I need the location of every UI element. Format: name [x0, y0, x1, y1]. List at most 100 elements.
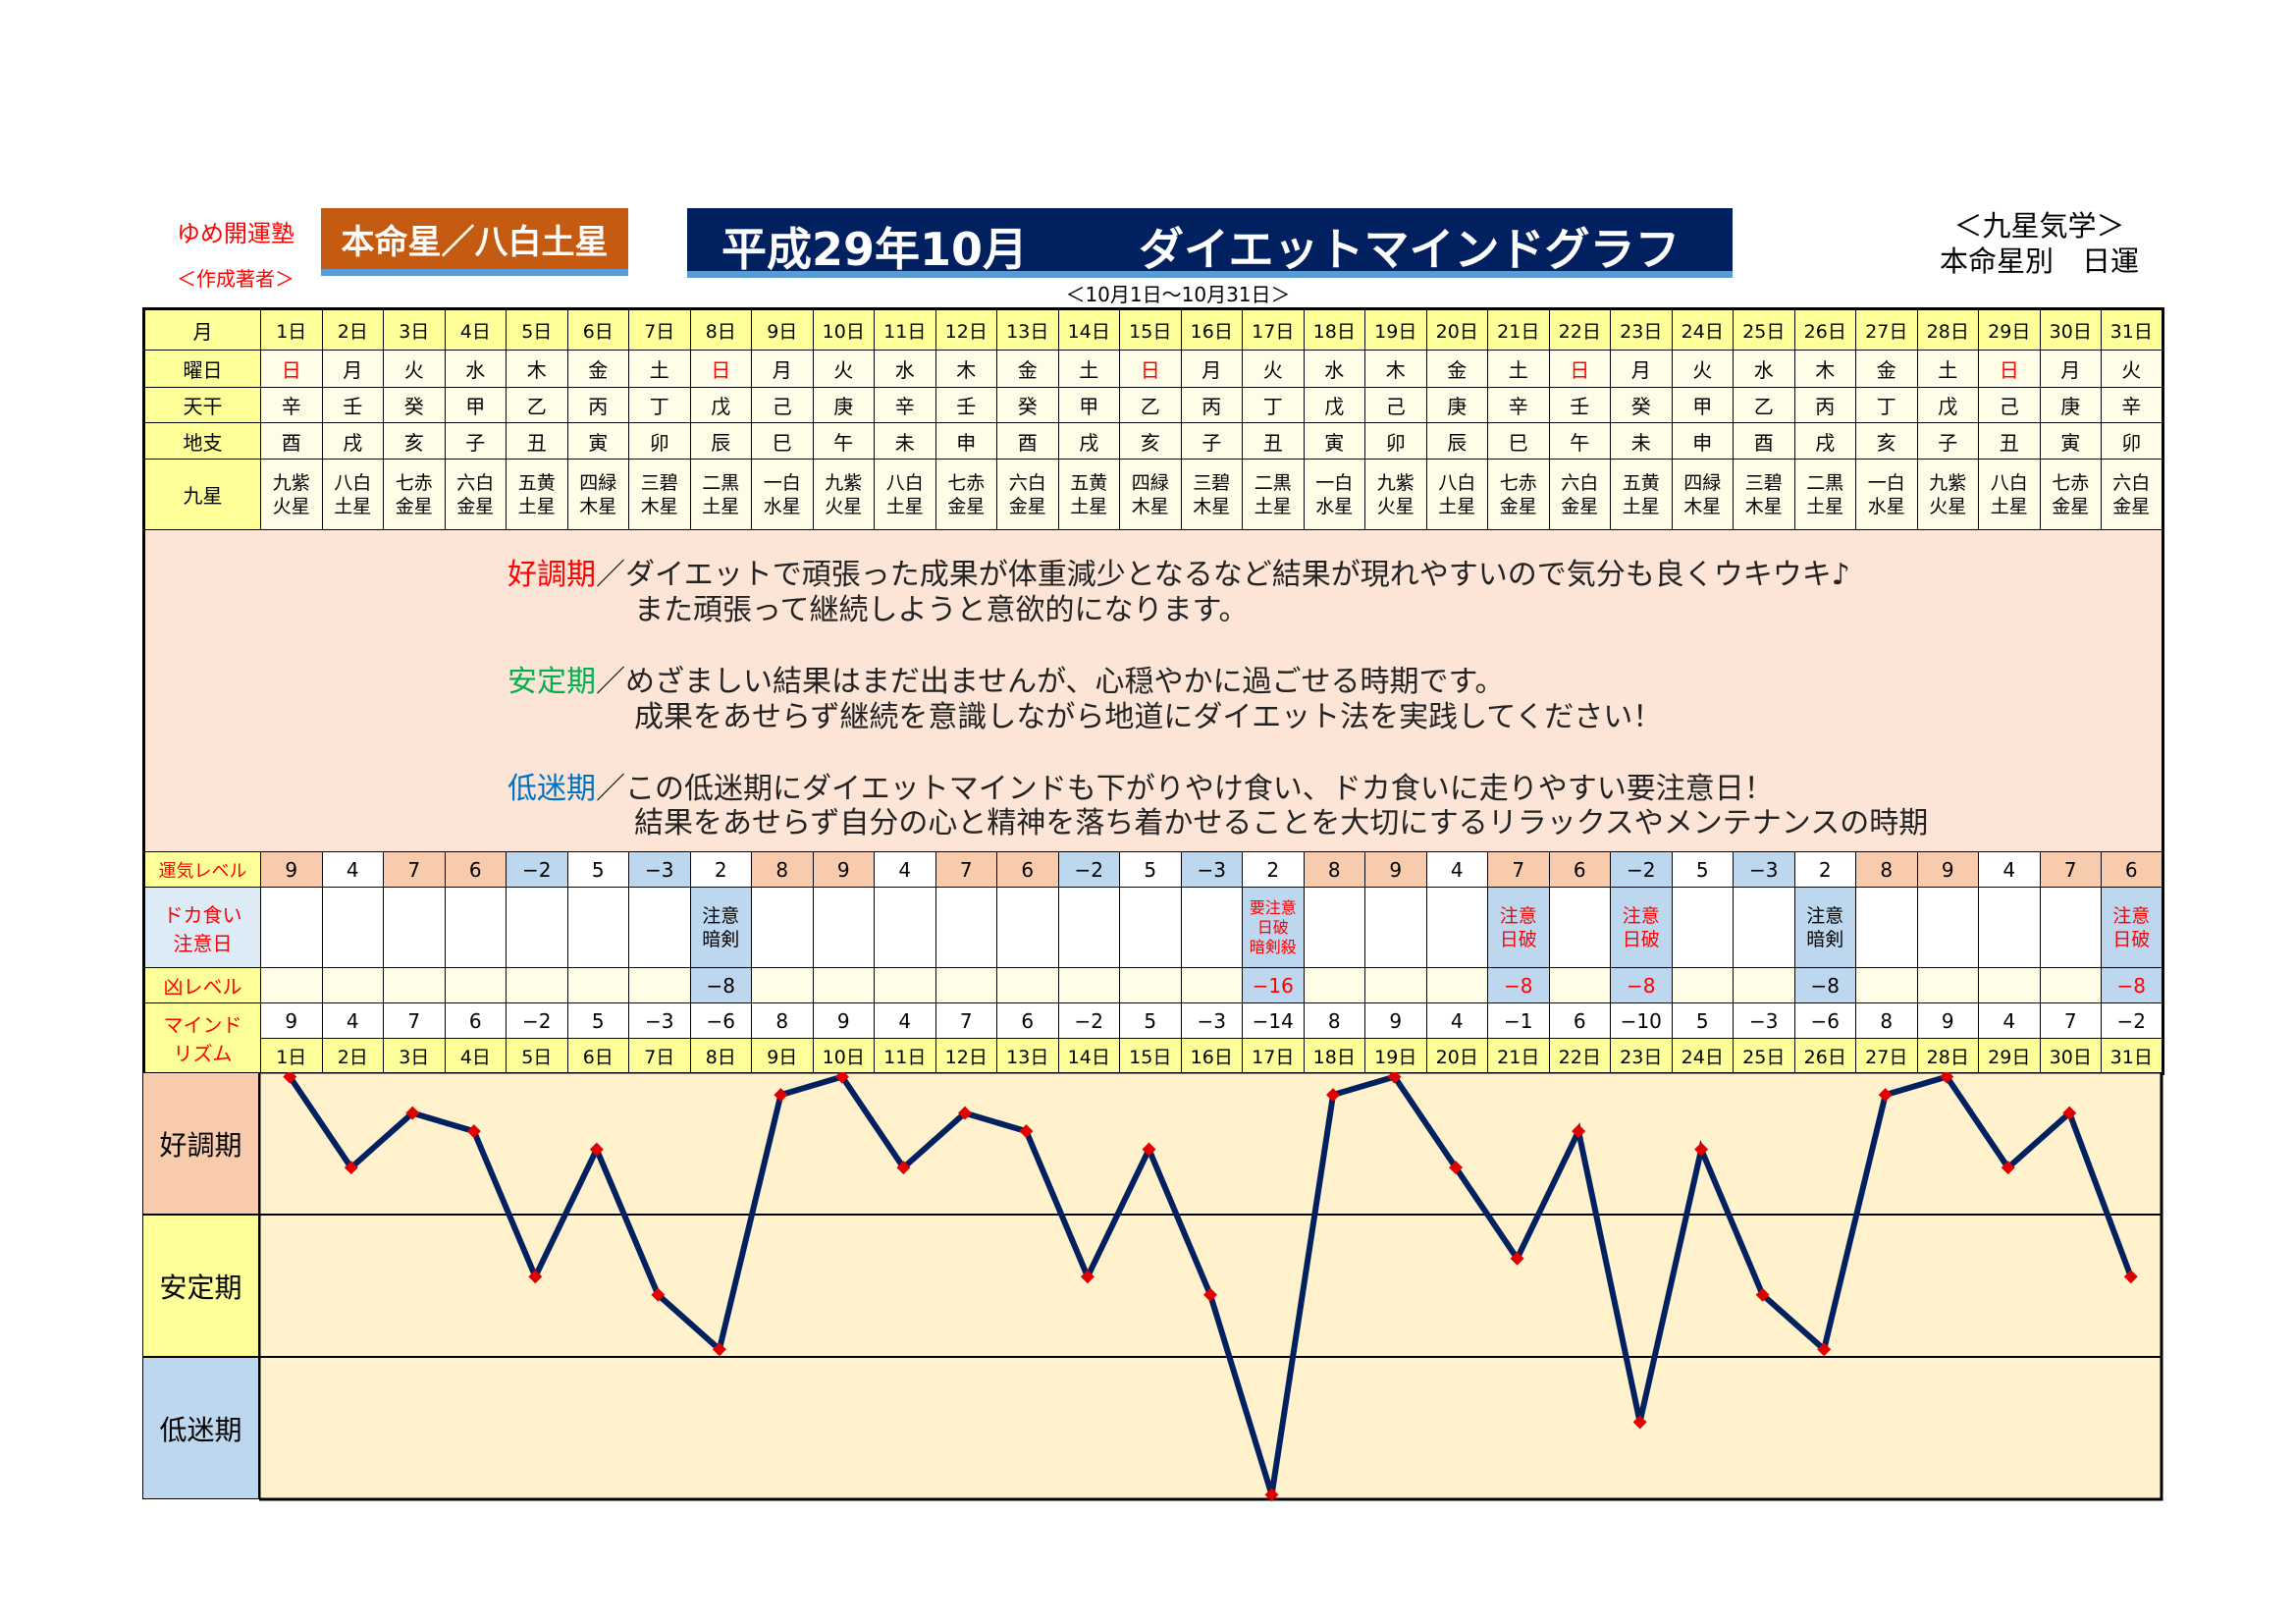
shi-row: 地支酉戌亥子丑寅卯辰巳午未申酉戌亥子丑寅卯辰巳午未申酉戌亥子丑寅卯 — [143, 422, 2163, 460]
fortune-label: 運気レベル — [143, 851, 261, 888]
honmeisei-box: 本命星／八白土星 — [321, 208, 628, 276]
kan-cell: 丁 — [628, 387, 691, 423]
fortune-cell: 2 — [1242, 851, 1305, 888]
mind-cell: −3 — [628, 1002, 691, 1039]
weekday-cell: 水 — [1303, 350, 1365, 388]
kyou-cell: −8 — [1487, 967, 1550, 1003]
kyou-cell — [321, 967, 384, 1003]
author-label: ＜作成著者＞ — [177, 267, 294, 291]
weekday-cell: 金 — [566, 350, 629, 388]
mind-day-cell: 29日 — [1978, 1038, 2041, 1074]
kan-cell: 丁 — [1855, 387, 1918, 423]
kyou-cell — [996, 967, 1059, 1003]
fortune-cell: 8 — [751, 851, 814, 888]
month-cell: 9日 — [751, 308, 814, 351]
fortune-cell: −3 — [1733, 851, 1795, 888]
star-cell: 七赤 金星 — [1487, 459, 1550, 530]
caution-cell: 注意 日破 — [1487, 887, 1550, 968]
date-range: ＜10月1日～10月31日＞ — [1065, 283, 1291, 306]
description-text: 成果をあせらず継続を意識しながら地道にダイエット法を実践してください！ — [634, 700, 1663, 734]
kyou-cell — [566, 967, 629, 1003]
shi-cell: 酉 — [260, 422, 323, 460]
month-cell: 13日 — [996, 308, 1059, 351]
kan-cell: 癸 — [996, 387, 1059, 423]
data-point-4 — [466, 1124, 481, 1139]
star-cell: 一白 水星 — [751, 459, 814, 530]
mind-day-cell: 14日 — [1057, 1038, 1120, 1074]
kan-cell: 己 — [1364, 387, 1427, 423]
data-point-21 — [1510, 1251, 1524, 1266]
month-cell: 4日 — [444, 308, 507, 351]
mind-day-cell: 2日 — [321, 1038, 384, 1074]
weekday-cell: 水 — [444, 350, 507, 388]
kyou-cell — [444, 967, 507, 1003]
weekday-row: 曜日日月火水木金土日月火水木金土日月火水木金土日月火水木金土日月火 — [143, 350, 2163, 388]
mind-day-cell: 11日 — [874, 1038, 936, 1074]
caution-row: ドカ食い 注意日 注意 暗剣 要注意 日破 暗剣殺 注意 日破 注意 日破 注意 暗剣 注意… — [143, 887, 2163, 968]
kan-cell: 甲 — [1671, 387, 1734, 423]
mind-day-cell: 17日 — [1242, 1038, 1305, 1074]
month-cell: 26日 — [1793, 308, 1856, 351]
shi-cell: 子 — [444, 422, 507, 460]
mind-day-cell: 5日 — [506, 1038, 568, 1074]
caution-cell: 要注意 日破 暗剣殺 — [1242, 887, 1305, 968]
data-point-31 — [2123, 1270, 2138, 1284]
kyou-cell — [1855, 967, 1918, 1003]
data-point-29 — [2001, 1161, 2015, 1175]
kan-cell: 甲 — [1057, 387, 1120, 423]
kyou-cell — [1057, 967, 1120, 1003]
weekday-cell: 火 — [1671, 350, 1734, 388]
fortune-cell: 9 — [1916, 851, 1979, 888]
description-text: また頑張って継続しようと意欲的になります。 — [634, 593, 1249, 627]
star-cell: 九紫 火星 — [1364, 459, 1427, 530]
shi-cell: 丑 — [1242, 422, 1305, 460]
shi-cell: 午 — [812, 422, 875, 460]
star-cell: 二黒 土星 — [689, 459, 752, 530]
star-cell: 五黄 土星 — [1610, 459, 1673, 530]
shi-cell: 未 — [1610, 422, 1673, 460]
weekday-cell: 金 — [1425, 350, 1488, 388]
star-cell: 五黄 土星 — [506, 459, 568, 530]
mind-day-cell: 7日 — [628, 1038, 691, 1074]
caution-cell — [1303, 887, 1365, 968]
star-cell: 八白 土星 — [1425, 459, 1488, 530]
kyou-cell: −8 — [2101, 967, 2163, 1003]
kan-cell: 癸 — [383, 387, 446, 423]
month-cell: 17日 — [1242, 308, 1305, 351]
mind-day-cell: 26日 — [1793, 1038, 1856, 1074]
kyou-cell — [1916, 967, 1979, 1003]
caution-cell — [1057, 887, 1120, 968]
caution-cell — [996, 887, 1059, 968]
mind-cell: 4 — [1978, 1002, 2041, 1039]
mind-day-cell: 21日 — [1487, 1038, 1550, 1074]
month-cell: 6日 — [566, 308, 629, 351]
kan-cell: 丙 — [1793, 387, 1856, 423]
mind-cell: 7 — [934, 1002, 997, 1039]
data-point-11 — [896, 1161, 911, 1175]
kan-cell: 辛 — [1487, 387, 1550, 423]
data-point-2 — [344, 1161, 358, 1175]
mind-day-cell: 16日 — [1180, 1038, 1243, 1074]
weekday-cell: 水 — [1733, 350, 1795, 388]
kan-cell: 乙 — [1733, 387, 1795, 423]
caution-cell — [1916, 887, 1979, 968]
weekday-cell: 火 — [383, 350, 446, 388]
caution-cell — [1548, 887, 1611, 968]
page-title: ダイエットマインドグラフ — [1139, 223, 1681, 276]
weekday-cell: 月 — [1610, 350, 1673, 388]
mind-cell: 6 — [996, 1002, 1059, 1039]
data-point-15 — [1142, 1142, 1156, 1157]
description-box: 好調期／ダイエットで頑張った成果が体重減少となるなど結果が現れやすいので気分も良… — [143, 529, 2163, 852]
caution-cell — [2039, 887, 2102, 968]
mind-cell: −10 — [1610, 1002, 1673, 1039]
mind-cell: 6 — [1548, 1002, 1611, 1039]
caution-cell — [260, 887, 323, 968]
weekday-cell: 月 — [751, 350, 814, 388]
star-cell: 四緑 木星 — [1671, 459, 1734, 530]
mind-cell: −2 — [1057, 1002, 1120, 1039]
shi-cell: 子 — [1916, 422, 1979, 460]
star-cell: 六白 金星 — [2101, 459, 2163, 530]
mind-day-cell: 12日 — [934, 1038, 997, 1074]
mind-day-cell: 27日 — [1855, 1038, 1918, 1074]
star-cell: 一白 水星 — [1303, 459, 1365, 530]
